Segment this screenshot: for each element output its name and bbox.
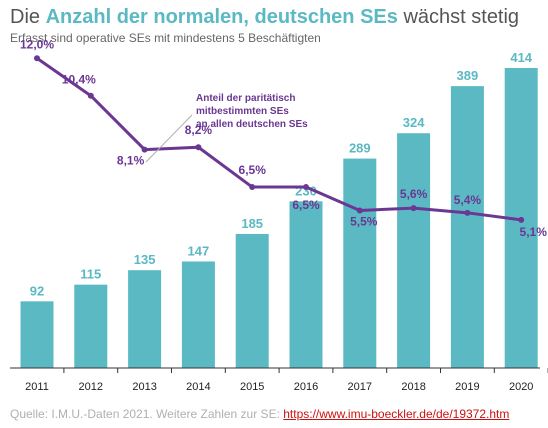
line-point-2016 [303,184,309,191]
x-tick-label-2013: 2013 [132,381,156,393]
line-value-label-2013: 8,1% [117,154,145,168]
line-value-label-2015: 6,5% [239,163,267,177]
annotation-line-3: an allen deutschen SEs [196,119,308,130]
annotation-line-2: mitbestimmten SEs [196,106,289,117]
line-series-path [36,57,522,222]
line-value-label-2019: 5,4% [454,193,482,207]
line-value-label-2012: 10,4% [62,73,96,87]
line-point-2015 [249,184,256,191]
line-point-2013 [141,146,148,153]
line-value-label-2014: 8,2% [185,123,213,137]
bar-value-label-2020: 414 [510,50,532,65]
line-point-2017 [356,207,363,214]
line-point-2020 [518,216,525,223]
bar-value-label-2013: 135 [134,252,156,267]
source-link[interactable]: https://www.imu-boeckler.de/de/19372.htm [283,407,510,421]
title-highlight: Anzahl der normalen, deutschen SEs [45,6,398,28]
bar-2015 [235,233,269,368]
bar-2017 [343,158,377,368]
bar-value-label-2015: 185 [241,216,263,231]
bar-2013 [128,270,162,368]
x-tick-label-2011: 2011 [25,381,49,393]
line-point-2014 [195,144,202,151]
line-point-2012 [87,92,94,99]
bar-2011 [20,301,54,368]
x-tick-label-2014: 2014 [186,381,210,393]
x-tick-label-2015: 2015 [240,381,264,393]
line-value-label-2017: 5,5% [350,214,378,228]
bar-2018 [397,133,431,368]
title-prefix: Die [10,6,41,28]
bar-2012 [74,284,108,368]
x-tick-label-2019: 2019 [455,381,479,393]
bar-value-label-2018: 324 [403,115,425,130]
line-point-2018 [410,205,417,212]
line-point-2011 [34,55,40,62]
source-footer: Quelle: I.M.U.-Daten 2021. Weitere Zahle… [10,407,509,421]
bar-2016 [289,201,323,368]
bar-2019 [450,86,484,369]
chart-subtitle: Erfasst sind operative SEs mit mindesten… [10,31,321,45]
x-tick-label-2012: 2012 [79,381,103,393]
annotation-leader-line [145,114,193,163]
bar-2014 [181,261,215,368]
x-tick-label-2017: 2017 [348,381,372,393]
line-point-2019 [464,209,471,216]
title-suffix: wächst stetig [403,6,520,28]
x-tick-label-2016: 2016 [294,381,318,393]
chart-title: Die Anzahl der normalen, deutschen SEs w… [10,6,519,29]
bar-value-label-2017: 289 [349,141,371,156]
bar-value-label-2011: 92 [30,283,44,298]
line-value-label-2020: 5,1% [520,225,548,239]
bar-value-label-2019: 389 [457,68,479,83]
line-value-label-2018: 5,6% [400,187,428,201]
x-tick-label-2018: 2018 [401,381,425,393]
line-value-label-2016: 6,5% [292,198,320,212]
source-text: Quelle: I.M.U.-Daten 2021. Weitere Zahle… [10,407,284,421]
bar-value-label-2014: 147 [188,243,210,258]
line-value-label-2011: 12,0% [20,37,54,51]
x-tick-label-2020: 2020 [509,381,533,393]
bar-value-label-2012: 115 [80,267,101,282]
annotation-line-1: Anteil der paritätisch [196,93,295,104]
